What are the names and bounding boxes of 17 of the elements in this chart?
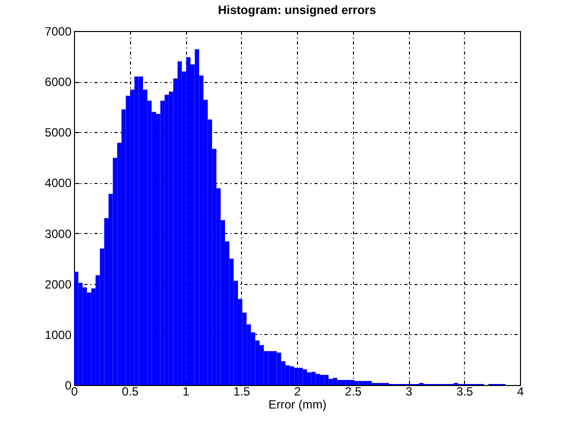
x-tick-label: 3 <box>406 384 413 398</box>
x-tick-label: 2.5 <box>344 384 362 398</box>
chart-title: Histogram: unsigned errors <box>218 3 376 17</box>
y-tick-label: 2000 <box>44 277 72 292</box>
y-tick-label: 1000 <box>44 328 72 342</box>
y-tick-label: 6000 <box>44 75 72 90</box>
x-tick-label: 2 <box>294 384 302 398</box>
y-tick-label: 4000 <box>44 176 72 190</box>
x-tick-label: 1 <box>182 384 190 398</box>
x-tick-label: 1.5 <box>233 384 250 398</box>
x-axis-title: Error (mm) <box>268 398 326 412</box>
x-tick-label: 0.5 <box>122 384 139 398</box>
y-tick-label: 3000 <box>44 226 72 241</box>
x-tick-label: 4 <box>517 384 524 398</box>
x-tick-label: 3.5 <box>456 384 474 398</box>
y-tick-label: 7000 <box>44 24 72 38</box>
y-tick-label: 5000 <box>44 126 72 140</box>
